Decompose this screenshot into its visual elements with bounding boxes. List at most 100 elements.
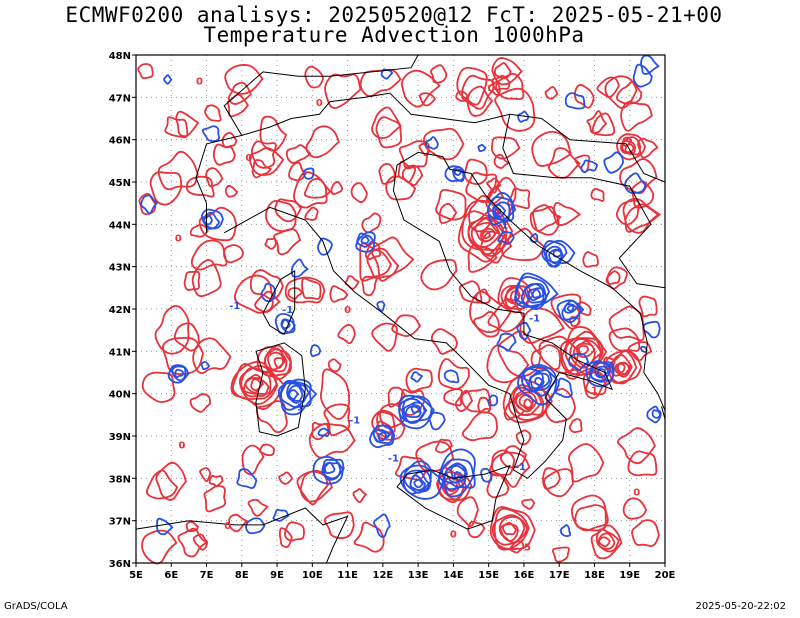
software-credit: GrADS/COLA xyxy=(4,601,68,612)
warm-contour xyxy=(521,498,536,510)
cold-contour xyxy=(651,409,662,419)
cold-contour xyxy=(201,208,224,230)
warm-contour xyxy=(293,171,328,209)
lon-tick-label: 20E xyxy=(655,570,676,581)
warm-contour xyxy=(470,222,501,248)
cold-contour xyxy=(355,231,376,253)
warm-contour xyxy=(456,496,479,527)
warm-contour xyxy=(544,86,559,100)
warm-contour xyxy=(590,524,623,560)
cold-contour xyxy=(443,369,460,384)
warm-contour xyxy=(337,323,356,345)
warm-contour xyxy=(371,106,402,140)
warm-contour xyxy=(477,396,492,413)
cold-contour xyxy=(236,468,258,489)
lon-tick-label: 11E xyxy=(337,570,358,581)
lon-tick-label: 15E xyxy=(478,570,499,581)
warm-contour xyxy=(552,201,582,227)
contour-label: 0 xyxy=(344,305,351,316)
warm-contour xyxy=(570,494,609,532)
cold-contour xyxy=(200,361,211,371)
warm-contour xyxy=(548,147,581,179)
lon-tick-label: 19E xyxy=(619,570,640,581)
cold-contour xyxy=(280,379,318,416)
warm-contour xyxy=(141,371,176,403)
lon-tick-label: 5E xyxy=(129,570,143,581)
warm-contour xyxy=(185,175,215,198)
cold-contour xyxy=(487,192,515,226)
warm-contour xyxy=(177,527,209,558)
warm-contour xyxy=(189,223,209,238)
warm-contour xyxy=(551,546,570,563)
warm-advection-contours xyxy=(137,57,662,565)
warm-contour xyxy=(616,362,626,374)
warm-contour xyxy=(157,150,199,191)
cold-contour xyxy=(403,469,432,494)
coastline xyxy=(223,54,419,136)
cold-contour xyxy=(312,455,344,485)
lon-tick-label: 13E xyxy=(408,570,429,581)
cold-contour xyxy=(171,365,187,382)
cold-contour xyxy=(517,110,530,123)
warm-contour xyxy=(582,251,599,268)
cold-contour xyxy=(624,172,647,195)
warm-contour xyxy=(576,301,592,316)
warm-contour xyxy=(582,369,609,399)
lat-tick-label: 39N xyxy=(109,432,131,443)
cold-contour xyxy=(272,508,290,522)
lat-tick-label: 48N xyxy=(109,51,131,62)
lat-tick-label: 45N xyxy=(109,178,131,189)
cold-contour xyxy=(317,237,333,256)
cold-contour xyxy=(309,344,322,358)
warm-contour xyxy=(273,228,302,256)
warm-contour xyxy=(638,295,658,318)
contour-label: 5 xyxy=(524,542,531,553)
cold-contour xyxy=(543,239,576,268)
warm-contour xyxy=(296,470,329,506)
warm-contour xyxy=(208,474,224,487)
warm-contour xyxy=(423,127,465,161)
cold-contour xyxy=(410,403,422,414)
warm-contour xyxy=(251,159,273,179)
cold-contour xyxy=(290,258,309,278)
warm-contour xyxy=(437,358,470,390)
cold-contour xyxy=(369,424,396,449)
warm-contour xyxy=(493,153,511,169)
warm-contour xyxy=(145,469,179,500)
warm-contour xyxy=(437,466,473,501)
warm-contour xyxy=(443,388,463,407)
warm-contour xyxy=(530,344,562,371)
warm-contour xyxy=(489,506,536,550)
warm-contour xyxy=(238,365,279,405)
warm-contour xyxy=(385,175,417,201)
contour-label: -1 xyxy=(282,305,293,316)
contour-label: 0 xyxy=(196,77,203,88)
warm-contour xyxy=(435,188,467,221)
contour-label: 1 xyxy=(591,386,598,397)
coastline xyxy=(396,464,511,530)
warm-contour xyxy=(278,471,294,485)
warm-contour xyxy=(361,275,378,297)
cold-contour xyxy=(477,144,487,153)
warm-contour xyxy=(545,387,577,424)
warm-contour xyxy=(486,177,502,194)
lon-tick-label: 7E xyxy=(200,570,214,581)
warm-contour xyxy=(224,64,264,95)
warm-contour xyxy=(233,274,274,314)
contour-label: -1 xyxy=(293,403,304,414)
cold-contour xyxy=(280,318,296,334)
warm-contour xyxy=(620,139,637,154)
warm-contour xyxy=(350,182,368,204)
contour-label: -1 xyxy=(388,453,399,464)
warm-contour xyxy=(391,314,422,337)
cold-contour xyxy=(156,517,174,536)
warm-contour xyxy=(400,69,441,108)
warm-contour xyxy=(323,511,355,539)
contour-label: 0 xyxy=(633,487,640,498)
warm-contour xyxy=(456,66,488,106)
cold-contour xyxy=(302,167,315,180)
cold-contour xyxy=(424,136,439,150)
warm-contour xyxy=(495,72,525,101)
warm-contour xyxy=(567,443,605,483)
cold-contour xyxy=(522,366,559,397)
